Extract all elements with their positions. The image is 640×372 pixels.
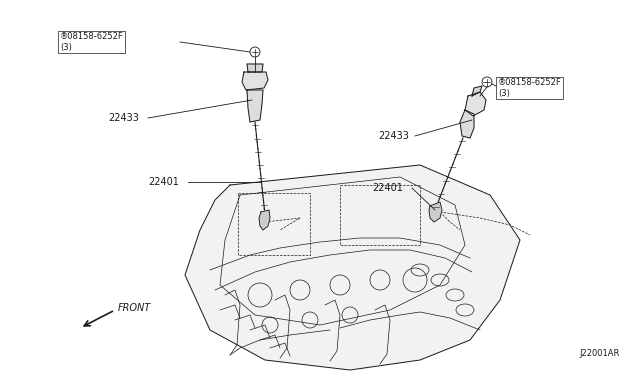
Polygon shape bbox=[472, 86, 482, 96]
Polygon shape bbox=[247, 90, 263, 122]
Polygon shape bbox=[247, 64, 263, 72]
Text: 22401: 22401 bbox=[372, 183, 403, 193]
Text: 22401: 22401 bbox=[148, 177, 179, 187]
Text: ®08158-6252F
(3): ®08158-6252F (3) bbox=[498, 78, 562, 98]
Text: 22433: 22433 bbox=[108, 113, 139, 123]
Text: J22001AR: J22001AR bbox=[580, 349, 620, 358]
Polygon shape bbox=[259, 210, 270, 230]
Text: 22433: 22433 bbox=[378, 131, 409, 141]
Text: FRONT: FRONT bbox=[118, 303, 151, 313]
Polygon shape bbox=[242, 72, 268, 90]
Polygon shape bbox=[185, 165, 520, 370]
Polygon shape bbox=[460, 110, 474, 138]
Polygon shape bbox=[429, 202, 442, 222]
Polygon shape bbox=[465, 92, 486, 116]
Text: ®08158-6252F
(3): ®08158-6252F (3) bbox=[60, 32, 124, 52]
